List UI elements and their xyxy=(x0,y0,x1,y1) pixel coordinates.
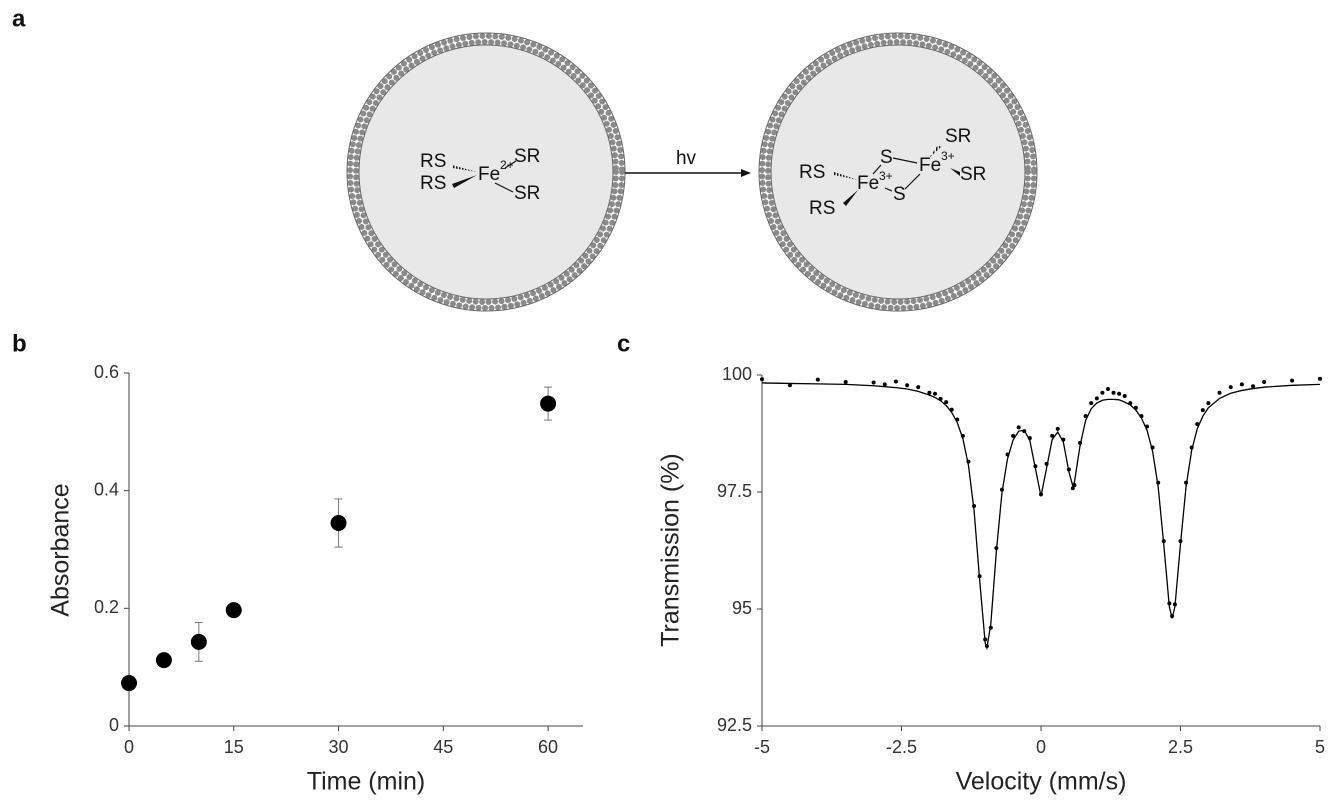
data-point xyxy=(1050,433,1055,438)
data-point xyxy=(916,385,921,390)
y-axis-label: Transmission (%) xyxy=(657,453,685,647)
complex-left: RS RS Fe 2+ SR SR xyxy=(420,146,540,204)
data-point xyxy=(815,377,820,382)
data-point xyxy=(927,390,932,395)
charge-label: 2+ xyxy=(500,158,514,172)
data-point xyxy=(1094,396,1099,401)
atom-label: SR xyxy=(960,164,986,185)
x-tick-label: 2.5 xyxy=(1168,737,1193,757)
data-point xyxy=(882,382,887,387)
atom-label: Fe xyxy=(857,173,879,194)
x-axis-label: Velocity (mm/s) xyxy=(956,768,1127,796)
y-tick-label: 0.2 xyxy=(94,597,119,617)
panel-label: a xyxy=(12,5,26,32)
atom-label: RS xyxy=(420,151,446,172)
data-point xyxy=(1055,426,1060,431)
data-point xyxy=(1239,382,1244,387)
reaction-arrow: hv xyxy=(625,148,751,177)
data-point xyxy=(1206,401,1211,406)
data-point xyxy=(932,391,937,396)
atom-label: S xyxy=(893,184,906,205)
y-tick-label: 0.6 xyxy=(94,362,119,382)
complex-right: SR S Fe 3+ RS Fe 3+ SR S RS xyxy=(799,126,986,219)
x-tick-label: 0 xyxy=(124,737,134,757)
data-point xyxy=(1011,433,1016,438)
data-point xyxy=(1117,391,1122,396)
data-point xyxy=(330,515,347,532)
data-point xyxy=(1217,390,1222,395)
x-tick-label: 30 xyxy=(329,737,349,757)
data-point xyxy=(190,633,207,650)
atom-label: RS xyxy=(809,198,835,219)
data-point xyxy=(1089,401,1094,406)
atom-label: SR xyxy=(514,146,540,167)
data-point xyxy=(1290,378,1295,383)
fit-line xyxy=(761,382,1321,651)
data-point xyxy=(1016,425,1021,430)
y-tick-label: 97.5 xyxy=(717,481,752,501)
vesicle xyxy=(346,32,626,312)
data-point xyxy=(1200,408,1205,413)
x-axis-label: Time (min) xyxy=(307,768,426,796)
x-tick-label: -2.5 xyxy=(886,737,917,757)
data-point xyxy=(1070,486,1075,491)
charge-label: 3+ xyxy=(941,149,955,163)
y-tick-label: 92.5 xyxy=(717,715,752,735)
atom-label: S xyxy=(880,147,893,168)
data-point xyxy=(1251,384,1256,389)
data-point xyxy=(893,379,898,384)
x-tick-label: 5 xyxy=(1315,737,1325,757)
x-tick-label: 60 xyxy=(538,737,558,757)
y-tick-label: 95 xyxy=(732,598,752,618)
x-tick-label: 0 xyxy=(1036,737,1046,757)
data-point xyxy=(1262,380,1267,385)
data-point xyxy=(155,652,172,669)
data-point xyxy=(871,380,876,385)
arrow-label: hv xyxy=(676,148,697,169)
atom-label: RS xyxy=(799,162,825,183)
y-tick-label: 0.4 xyxy=(94,479,119,499)
atom-label: RS xyxy=(420,173,446,194)
atom-label: SR xyxy=(514,183,540,204)
charge-label: 3+ xyxy=(879,169,893,183)
atom-label: Fe xyxy=(919,155,941,176)
atom-label: Fe xyxy=(478,164,500,185)
data-point xyxy=(225,602,242,619)
y-axis-label: Absorbance xyxy=(47,483,75,616)
data-point xyxy=(1105,387,1110,392)
data-point xyxy=(540,395,557,412)
data-point xyxy=(787,383,792,388)
data-point xyxy=(760,377,764,382)
data-point xyxy=(1111,390,1116,395)
data-point xyxy=(1228,385,1233,390)
panel-label: c xyxy=(617,330,630,357)
y-tick-label: 100 xyxy=(722,364,752,384)
x-tick-label: -5 xyxy=(754,737,770,757)
data-point xyxy=(1318,376,1322,381)
data-point xyxy=(905,383,910,388)
x-tick-label: 15 xyxy=(224,737,244,757)
data-point xyxy=(121,675,137,692)
atom-label: SR xyxy=(945,126,971,147)
y-tick-label: 0 xyxy=(109,715,119,735)
data-point xyxy=(843,380,848,385)
x-tick-label: 45 xyxy=(433,737,453,757)
data-point xyxy=(944,400,949,405)
data-point xyxy=(1100,390,1105,395)
vesicle xyxy=(758,32,1038,312)
data-point xyxy=(1122,394,1127,399)
panel-label: b xyxy=(12,330,27,357)
